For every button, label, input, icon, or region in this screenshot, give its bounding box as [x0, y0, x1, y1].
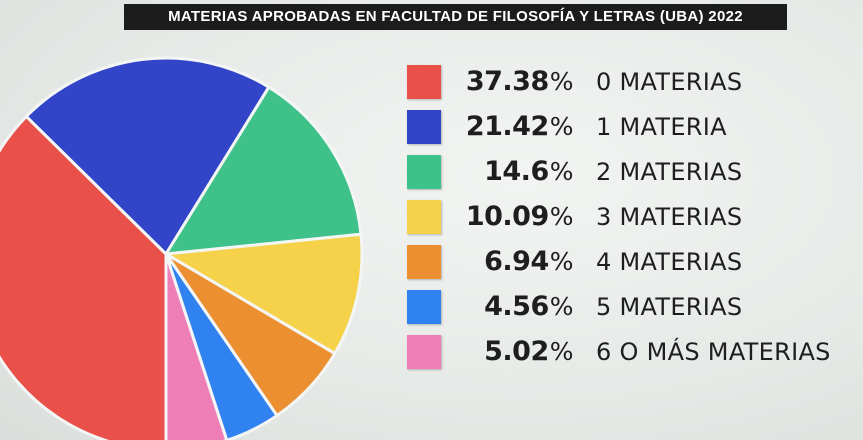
legend-percentage: 21.42% [445, 107, 574, 147]
legend-percentage: 37.38% [445, 62, 574, 102]
legend-label: 4 MATERIAS [596, 248, 743, 276]
percent-sign: % [549, 67, 574, 96]
legend-label: 1 MATERIA [596, 113, 727, 141]
legend-item-5-materias: 4.56% 5 MATERIAS [407, 287, 859, 332]
percent-sign: % [549, 112, 574, 141]
legend-swatch [407, 155, 441, 189]
legend-swatch [407, 110, 441, 144]
pie-slice-3-materias [164, 232, 364, 356]
legend-item-6-o-mas-materias: 5.02% 6 O MÁS MATERIAS [407, 332, 859, 377]
percentage-value: 4.56 [484, 291, 549, 322]
percent-sign: % [549, 247, 574, 276]
percent-sign: % [549, 292, 574, 321]
legend-label: 0 MATERIAS [596, 68, 743, 96]
legend-percentage: 4.56% [445, 287, 573, 327]
legend-percentage: 5.02% [445, 332, 573, 372]
percentage-value: 21.42 [465, 111, 549, 142]
pie-chart [0, 56, 364, 440]
legend-item-3-materias: 10.09% 3 MATERIAS [407, 197, 859, 242]
legend-swatch [407, 245, 441, 279]
legend-percentage: 14.6% [445, 152, 573, 192]
pie-slice-0-materias [0, 114, 168, 440]
legend-item-0-materias: 37.38% 0 MATERIAS [407, 62, 859, 107]
legend-percentage: 10.09% [445, 197, 574, 237]
percent-sign: % [549, 157, 574, 186]
percent-sign: % [549, 202, 574, 231]
legend-percentage: 6.94% [445, 242, 573, 282]
legend-item-1-materia: 21.42% 1 MATERIA [407, 107, 859, 152]
legend-label: 3 MATERIAS [596, 203, 743, 231]
pie-slice-1-materia [24, 56, 271, 256]
chart-legend: 37.38% 0 MATERIAS 21.42% 1 MATERIA 14.6% 2 MA… [407, 62, 859, 377]
legend-label: 2 MATERIAS [596, 158, 743, 186]
percentage-value: 5.02 [484, 336, 549, 367]
legend-label: 5 MATERIAS [596, 293, 743, 321]
legend-swatch [407, 335, 441, 369]
legend-item-4-materias: 6.94% 4 MATERIAS [407, 242, 859, 287]
legend-swatch [407, 290, 441, 324]
pie-slice-2-materias [164, 85, 363, 256]
pie-slice-6-o-mas-materias [164, 252, 229, 440]
percent-sign: % [549, 337, 574, 366]
percentage-value: 6.94 [484, 246, 549, 277]
legend-swatch [407, 200, 441, 234]
percentage-value: 37.38 [465, 66, 549, 97]
legend-item-2-materias: 14.6% 2 MATERIAS [407, 152, 859, 197]
legend-label: 6 O MÁS MATERIAS [596, 338, 831, 366]
percentage-value: 14.6 [484, 156, 549, 187]
chart-title: MATERIAS APROBADAS EN FACULTAD DE FILOSO… [124, 4, 787, 30]
pie-slice-5-materias [164, 252, 279, 440]
percentage-value: 10.09 [465, 201, 549, 232]
legend-swatch [407, 65, 441, 99]
